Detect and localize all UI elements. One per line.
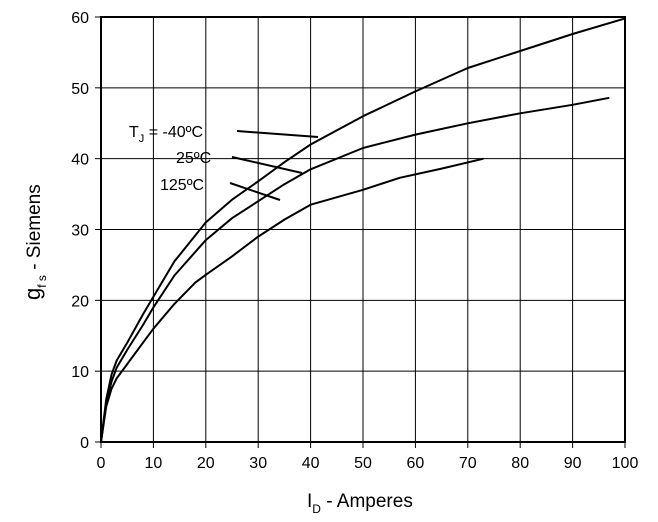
x-tick-label: 60 [407,455,425,472]
annotation-leader-1 [236,130,319,138]
annotation-label-25c: 25ºC [176,150,211,167]
x-tick-labels: 0 10 20 30 40 50 60 70 80 90 100 [97,455,639,472]
annotation-leader-3 [229,182,281,201]
x-axis-title-rest: - Amperes [321,491,413,512]
x-tick-label: 50 [354,455,372,472]
x-tick-label: 40 [302,455,320,472]
y-axis-title-main: g [20,288,45,300]
y-axis-title: gf s - Siemens [20,184,49,300]
series-lines [100,17,626,443]
annotation-label-tj: TJ = -40ºC [129,124,203,145]
x-axis-title-main: I [307,491,312,512]
y-tick-label: 30 [71,223,89,240]
y-tick-label: 10 [71,364,89,381]
x-tick-label: 0 [97,455,106,472]
y-tick-label: 50 [71,81,89,98]
x-axis-title: ID - Amperes [307,491,413,516]
series-line-25c [100,96,610,443]
x-tick-label: 20 [197,455,215,472]
x-tick-label: 90 [564,455,582,472]
grid [95,16,626,448]
annotation-tj-sub: J [139,133,145,145]
annotation-tj-text: = -40ºC [144,124,203,141]
x-axis-title-sub: D [312,502,321,516]
x-tick-label: 80 [511,455,529,472]
annotation-leader-2 [231,156,303,174]
x-tick-label: 30 [249,455,267,472]
x-tick-label: 10 [145,455,163,472]
y-tick-label: 20 [71,293,89,310]
annotation-label-125c: 125ºC [160,177,204,194]
annotation-tj-main: T [129,124,139,141]
y-tick-label: 60 [71,10,89,27]
series-line-minus40c [100,17,626,443]
y-tick-labels: 0 10 20 30 40 50 60 [71,10,89,452]
plot-frame [100,16,626,443]
x-tick-label: 70 [459,455,477,472]
y-axis-title-sub: f s [35,275,49,288]
series-line-125c [100,157,484,443]
annotation-leaders [229,130,319,201]
y-tick-label: 0 [80,435,89,452]
y-tick-label: 40 [71,152,89,169]
x-tick-label: 100 [612,455,639,472]
y-axis-title-rest: - Siemens [24,184,45,275]
